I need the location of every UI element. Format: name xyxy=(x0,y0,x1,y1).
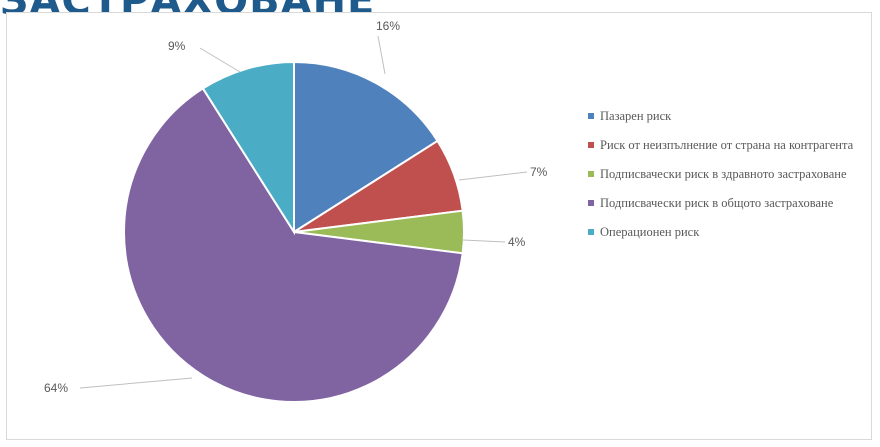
leader-line-5 xyxy=(199,47,241,73)
leader-line-1 xyxy=(377,35,386,75)
data-label-5: 9% xyxy=(168,39,186,53)
data-label-1: 16% xyxy=(376,19,400,33)
legend-label: Подписвачески риск в здравното застрахов… xyxy=(600,167,847,181)
data-label-4: 64% xyxy=(44,381,68,395)
legend-item-4: Подписвачески риск в общото застраховане xyxy=(588,195,878,212)
pie-slice-4 xyxy=(123,87,464,403)
pie-slice-1 xyxy=(293,60,439,234)
legend-marker-icon xyxy=(588,200,594,206)
legend-label: Операционен риск xyxy=(600,225,700,239)
data-label-2: 7% xyxy=(530,165,548,179)
legend-marker-icon xyxy=(588,142,594,148)
legend-item-2: Риск от неизпълнение от страна на контра… xyxy=(588,137,878,154)
leader-line-4 xyxy=(79,377,193,389)
leader-line-2 xyxy=(458,171,528,181)
legend-marker-icon xyxy=(588,171,594,177)
legend-marker-icon xyxy=(588,113,594,119)
chart-legend: Пазарен риск Риск от неизпълнение от стра… xyxy=(588,108,878,253)
pie-slice-5 xyxy=(201,60,295,236)
legend-label: Пазарен риск xyxy=(600,109,672,123)
legend-label: Подписвачески риск в общото застраховане xyxy=(600,196,834,210)
legend-item-3: Подписвачески риск в здравното застрахов… xyxy=(588,166,878,183)
legend-item-5: Операционен риск xyxy=(588,224,878,241)
legend-marker-icon xyxy=(588,229,594,235)
leader-line-3 xyxy=(462,239,506,243)
legend-label: Риск от неизпълнение от страна на контра… xyxy=(600,138,854,152)
data-label-3: 4% xyxy=(508,235,526,249)
legend-item-1: Пазарен риск xyxy=(588,108,878,125)
